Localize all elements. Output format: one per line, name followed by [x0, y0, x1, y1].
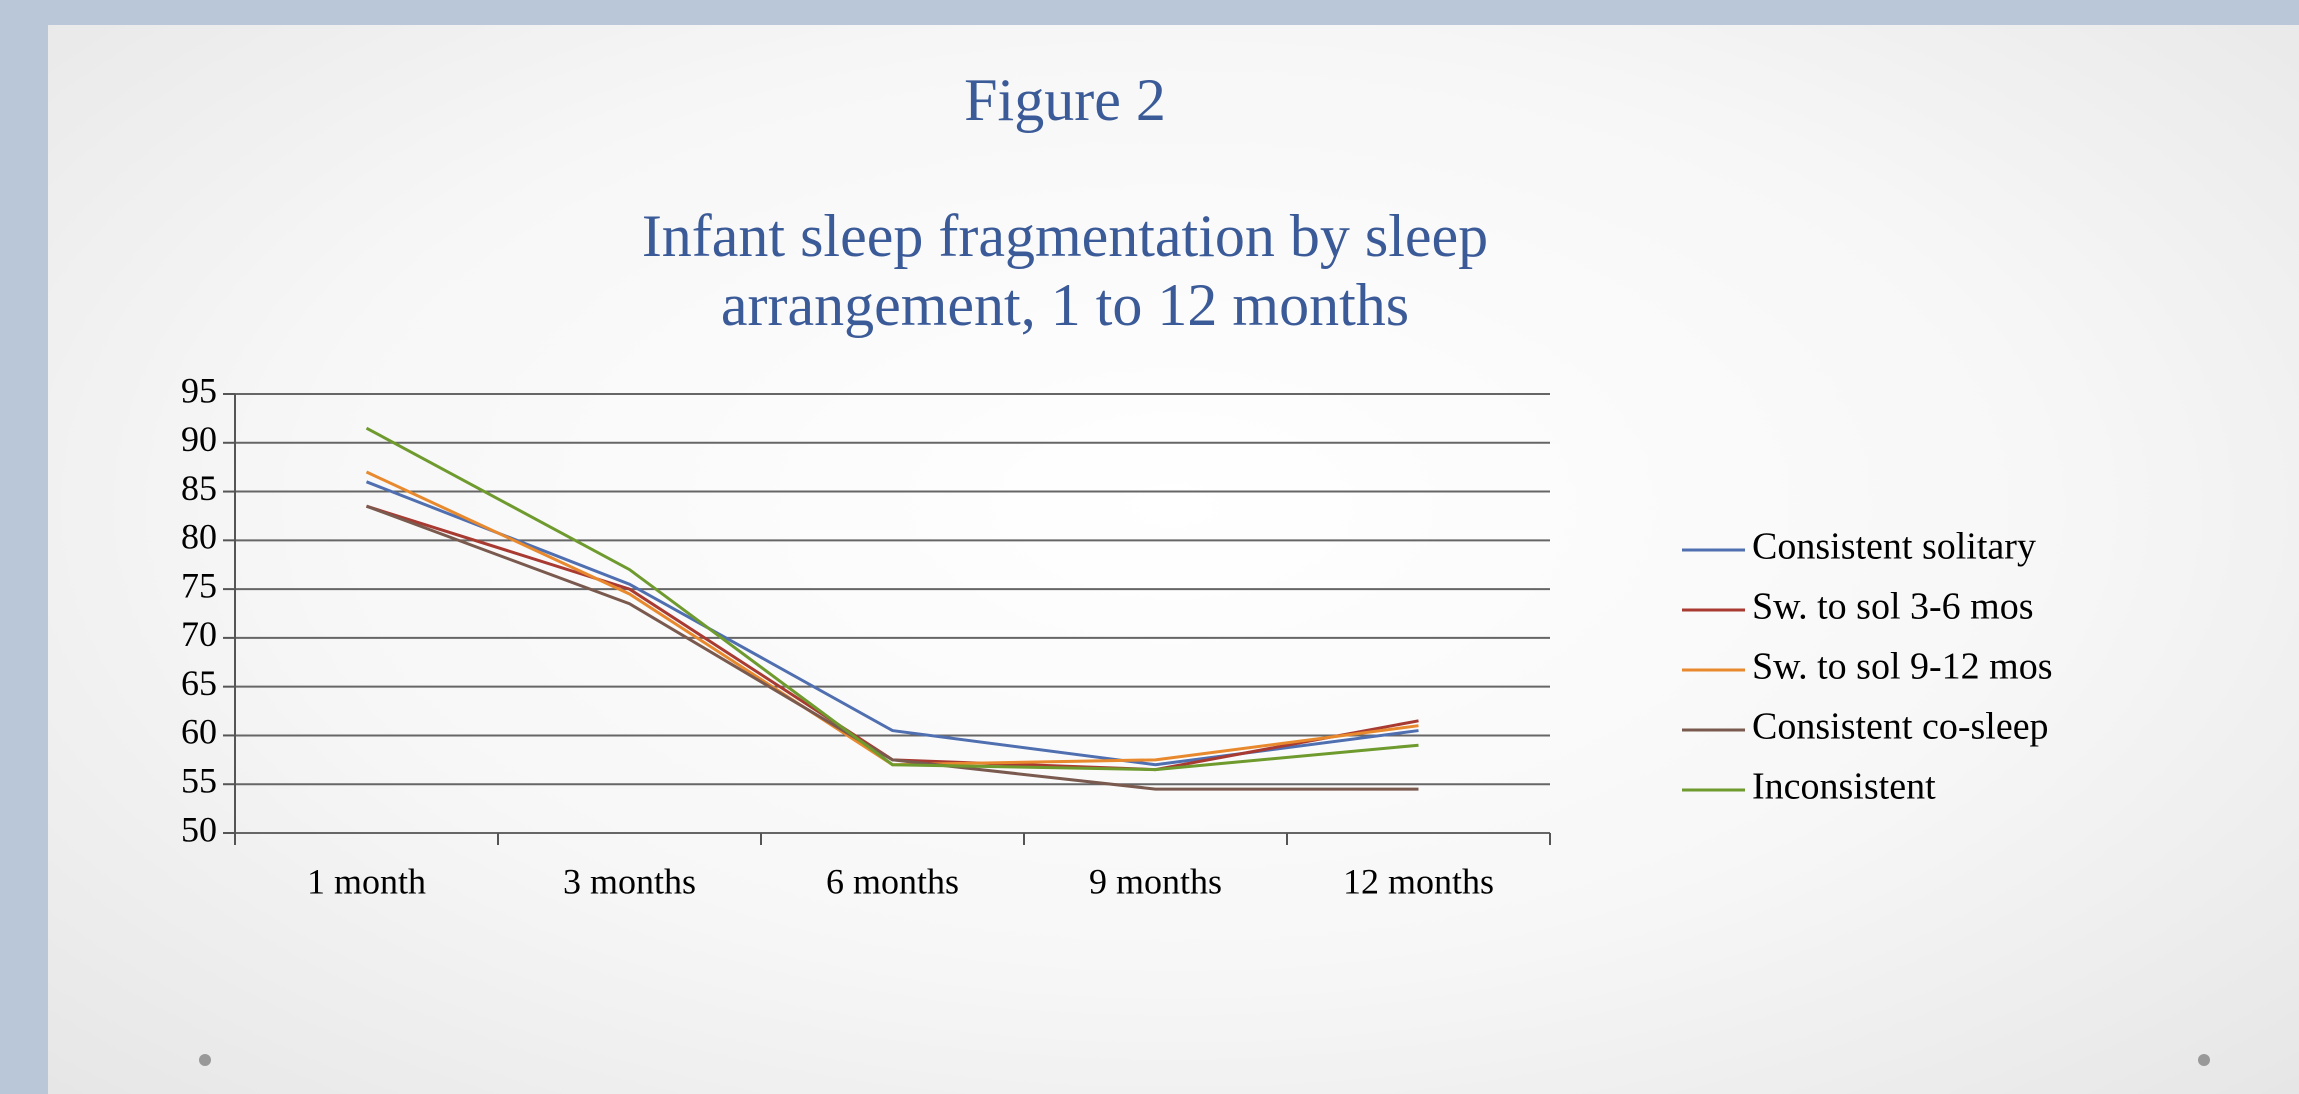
series-line — [365, 426, 1419, 772]
chart-subtitle: arrangement, 1 to 12 months — [721, 272, 1409, 338]
y-tick-label: 95 — [181, 370, 217, 410]
y-tick-label: 85 — [181, 468, 217, 508]
y-tick-label: 90 — [181, 419, 217, 459]
legend-label: Consistent co-sleep — [1752, 706, 2049, 748]
y-tick-label: 75 — [181, 565, 217, 605]
legend-label: Consistent solitary — [1752, 526, 2036, 568]
x-tick-label: 12 months — [1343, 861, 1494, 901]
x-tick-label: 3 months — [563, 861, 696, 901]
x-tick-label: 1 month — [307, 861, 426, 901]
y-tick-label: 55 — [181, 760, 217, 800]
legend-label: Sw. to sol 3-6 mos — [1752, 586, 2034, 628]
series-line — [365, 504, 1419, 791]
series-line — [365, 470, 1419, 767]
y-tick-label: 70 — [181, 614, 217, 654]
legend-label: Inconsistent — [1752, 766, 1936, 808]
decoration-dot — [199, 1054, 211, 1066]
y-tick-label: 60 — [181, 712, 217, 752]
y-tick-label: 65 — [181, 663, 217, 703]
y-tick-label: 50 — [181, 809, 217, 849]
chart-title: Figure 2 — [964, 67, 1166, 133]
legend-label: Sw. to sol 9-12 mos — [1752, 646, 2053, 688]
x-tick-label: 9 months — [1089, 861, 1222, 901]
series-line — [365, 480, 1419, 767]
decoration-dot — [2198, 1054, 2210, 1066]
slide — [48, 25, 2299, 1094]
y-tick-label: 80 — [181, 517, 217, 557]
chart-subtitle: Infant sleep fragmentation by sleep — [642, 203, 1488, 269]
x-tick-label: 6 months — [826, 861, 959, 901]
